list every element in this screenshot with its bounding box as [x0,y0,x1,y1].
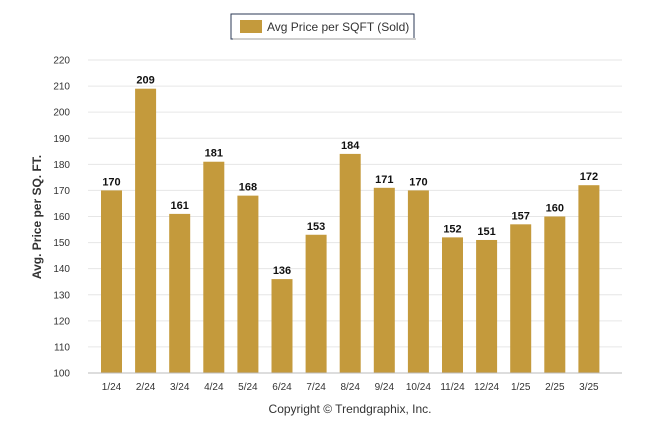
x-tick-label: 1/25 [511,382,531,393]
bar[interactable] [339,153,361,373]
y-axis-label: Avg. Price per SQ. FT. [30,155,44,279]
copyright-text: Copyright © Trendgraphix, Inc. [269,402,432,416]
x-axis-ticks: 1/24 2/24 3/24 4/24 5/24 6/24 7/24 8/24 9/24 10/2… [102,382,599,393]
x-tick-label: 2/24 [136,382,156,393]
bar[interactable] [476,239,498,373]
bar[interactable] [544,216,566,374]
bar-value-label: 153 [307,221,325,233]
legend-label: Avg Price per SQFT (Sold) [267,20,409,34]
y-tick-label: 200 [53,108,70,119]
y-tick-label: 210 [53,82,70,93]
bar-value-label: 157 [512,210,530,222]
y-tick-label: 110 [54,342,70,353]
x-tick-label: 3/25 [579,382,599,393]
bar-value-label: 136 [273,265,291,277]
y-tick-label: 100 [53,369,70,380]
x-tick-label: 12/24 [474,382,499,393]
x-tick-label: 7/24 [306,382,326,393]
bar[interactable] [442,237,463,373]
legend-shadow [233,38,416,40]
bar[interactable] [578,185,600,373]
bar-value-label: 151 [477,226,495,238]
bar-value-label: 161 [171,200,189,212]
legend[interactable]: Avg Price per SQFT (Sold) [230,13,416,40]
bar-value-labels: 170 209 161 181 168 136 153 184 171 170 152 151 157 1… [102,75,598,277]
legend-swatch [240,20,262,33]
y-tick-label: 180 [53,160,70,171]
bar-value-label: 160 [546,203,564,215]
y-tick-label: 190 [53,134,70,145]
y-tick-label: 160 [53,212,70,223]
x-tick-label: 4/24 [204,382,224,393]
bar[interactable] [237,195,259,373]
bar-value-label: 181 [205,148,223,160]
y-axis-ticks: 100 110 120 130 140 150 160 170 180 190 200 210 220 [53,56,70,380]
bar-value-label: 184 [341,140,360,152]
bar-value-label: 209 [136,75,154,87]
bar-value-label: 168 [239,182,257,194]
bar-value-label: 170 [102,176,120,188]
y-tick-label: 220 [53,56,70,67]
bar-value-label: 171 [375,174,393,186]
bar-value-label: 170 [409,176,427,188]
x-tick-label: 8/24 [340,382,360,393]
y-tick-label: 170 [53,186,70,197]
x-tick-label: 2/25 [545,382,565,393]
x-tick-label: 11/24 [440,382,465,393]
y-tick-label: 150 [53,238,70,249]
bar[interactable] [203,161,225,373]
x-tick-label: 1/24 [102,382,122,393]
bar-value-label: 172 [580,171,598,183]
x-tick-label: 9/24 [375,382,395,393]
x-tick-label: 6/24 [272,382,292,393]
x-tick-label: 5/24 [238,382,258,393]
y-tick-label: 140 [53,264,70,275]
bar-value-label: 152 [443,223,461,235]
y-tick-label: 130 [53,290,70,301]
bars [101,88,600,374]
x-tick-label: 3/24 [170,382,190,393]
bar[interactable] [271,279,293,373]
bar[interactable] [305,234,327,373]
bar[interactable] [169,213,191,373]
x-tick-label: 10/24 [406,382,431,393]
bar[interactable] [135,88,157,374]
bar[interactable] [407,190,429,373]
bar[interactable] [373,187,395,373]
y-tick-label: 120 [53,316,70,327]
bar[interactable] [510,224,532,373]
bar[interactable] [101,190,122,373]
